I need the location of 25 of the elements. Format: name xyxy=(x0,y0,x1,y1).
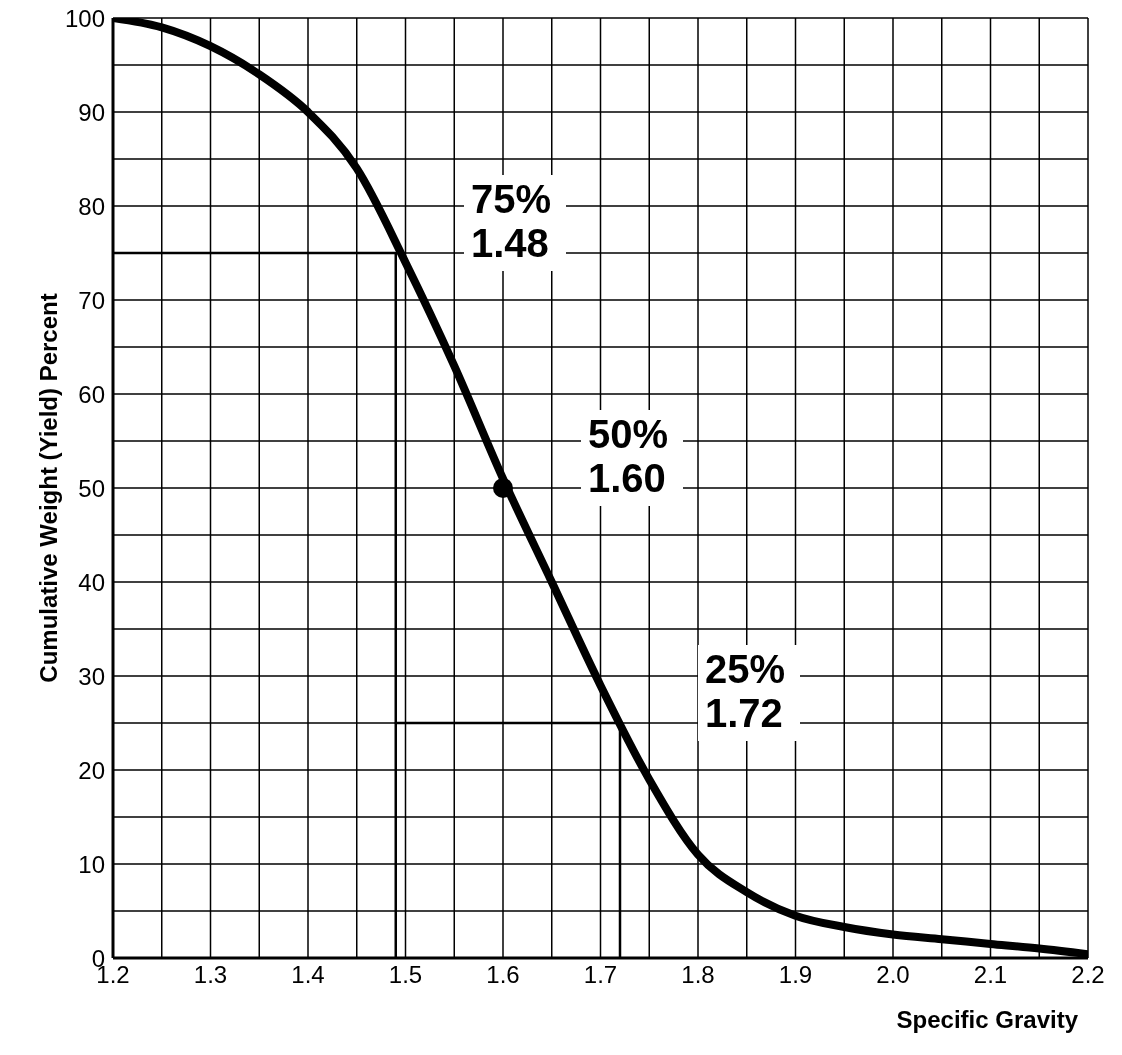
annotation: 25% 1.72 xyxy=(705,647,786,735)
y-tick-label: 30 xyxy=(78,662,105,690)
x-tick-label: 1.7 xyxy=(583,961,618,989)
x-tick-label: 2.2 xyxy=(1071,961,1105,989)
x-tick-label: 1.8 xyxy=(681,961,715,989)
annotation: 75% 1.48 xyxy=(471,177,552,265)
y-tick-label: 80 xyxy=(78,192,105,220)
x-tick-label: 1.9 xyxy=(778,961,813,989)
y-tick-label: 90 xyxy=(78,98,105,126)
y-tick-label: 40 xyxy=(78,568,105,596)
x-tick-label: 1.5 xyxy=(388,961,423,989)
y-tick-label: 70 xyxy=(78,286,105,314)
y-axis-title: Cumulative Weight (Yield) Percent xyxy=(34,293,62,683)
y-tick-label: 100 xyxy=(64,4,105,32)
y-tick-label: 50 xyxy=(78,474,105,502)
x-axis-title: Specific Gravity xyxy=(896,1006,1078,1034)
x-tick-label: 1.3 xyxy=(193,961,228,989)
y-tick-label: 60 xyxy=(78,380,105,408)
y-tick-label: 20 xyxy=(78,756,105,784)
annotation: 50% 1.60 xyxy=(588,412,669,500)
x-tick-label: 1.6 xyxy=(486,961,520,989)
x-tick-label: 2.0 xyxy=(876,961,910,989)
x-tick-label: 1.4 xyxy=(291,961,325,989)
x-tick-label: 2.1 xyxy=(973,961,1008,989)
y-tick-label: 10 xyxy=(78,850,105,878)
